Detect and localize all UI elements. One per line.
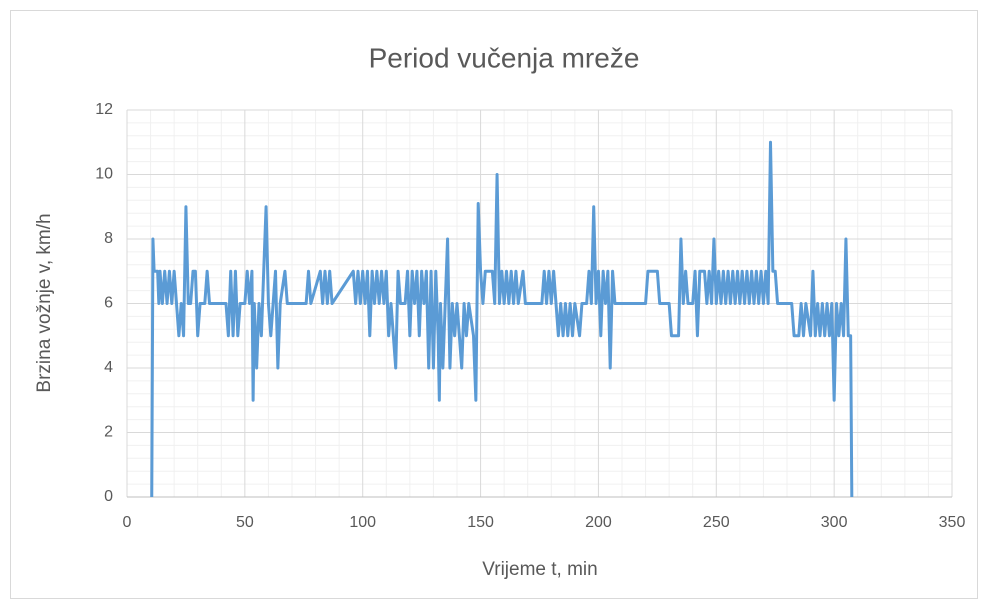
y-tick-label: 4 [104, 359, 113, 376]
y-tick-label: 12 [95, 101, 113, 118]
x-tick-label: 0 [123, 514, 132, 531]
y-axis-title: Brzina vožnje v, km/h [34, 213, 55, 392]
y-tick-label: 6 [104, 295, 113, 312]
y-tick-label: 10 [95, 166, 113, 183]
x-tick-label: 250 [703, 514, 730, 531]
x-tick-label: 300 [821, 514, 848, 531]
x-tick-label: 50 [236, 514, 254, 531]
x-axis-title: Vrijeme t, min [482, 559, 597, 580]
y-tick-label: 8 [104, 230, 113, 247]
x-tick-label: 150 [467, 514, 494, 531]
data-line [150, 140, 854, 498]
chart-title: Period vučenja mreže [369, 42, 640, 73]
x-tick-label: 350 [939, 514, 966, 531]
x-tick-label: 100 [349, 514, 376, 531]
y-tick-label: 0 [104, 488, 113, 505]
y-tick-label: 2 [104, 424, 113, 441]
x-tick-label: 200 [585, 514, 612, 531]
